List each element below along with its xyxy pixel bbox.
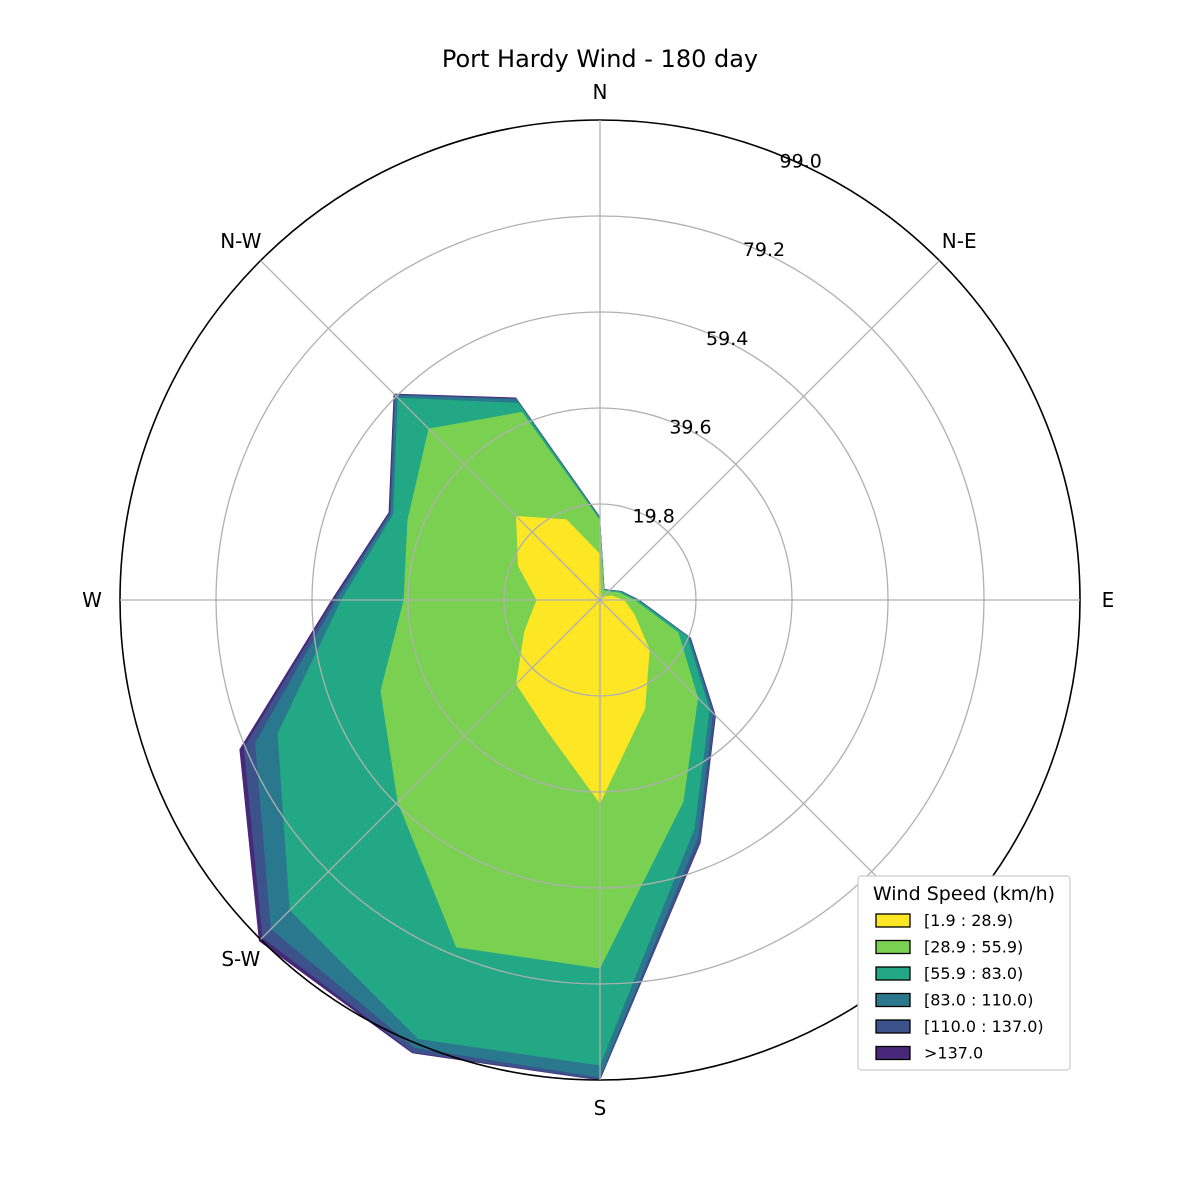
legend-swatch (875, 1019, 911, 1034)
direction-label: N (593, 80, 608, 104)
legend-swatch (875, 939, 911, 955)
legend-label: [110.0 : 137.0) (924, 1017, 1044, 1036)
legend-swatch (875, 913, 911, 928)
wind-rose-petals (239, 393, 716, 1081)
direction-label: W (82, 588, 102, 612)
grid-spoke (260, 599, 601, 940)
radial-tick-label: 59.4 (706, 328, 748, 350)
legend-label: [55.9 : 83.0) (924, 964, 1023, 983)
legend-box (857, 875, 1071, 1071)
legend-items: [1.9 : 28.9) [28.9 : 55.9) [55.9 : 83.0) [8… (875, 911, 1044, 1063)
petal-series-0 (516, 516, 650, 804)
direction-label: S (594, 1096, 607, 1120)
radial-tick-labels: 19.8 39.6 59.4 79.2 99.0 (633, 151, 822, 528)
legend-label: [28.9 : 55.9) (924, 938, 1023, 957)
grid-spoke (599, 260, 940, 601)
legend: Wind Speed (km/h) [1.9 : 28.9) [28.9 : 55… (857, 875, 1071, 1071)
legend-title: Wind Speed (km/h) (873, 883, 1055, 905)
direction-label: S-W (221, 947, 260, 971)
radial-tick-label: 79.2 (743, 239, 785, 261)
direction-label: N-W (220, 229, 261, 253)
radial-tick-label: 99.0 (780, 151, 822, 173)
legend-label: >137.0 (924, 1044, 983, 1063)
grid-spoke (260, 260, 601, 601)
legend-swatch (875, 992, 911, 1008)
radial-tick-label: 39.6 (669, 417, 711, 439)
direction-label: N-E (942, 229, 977, 253)
legend-label: [1.9 : 28.9) (924, 911, 1013, 930)
chart-title: Port Hardy Wind - 180 day (442, 45, 758, 73)
direction-label: E (1102, 588, 1115, 612)
legend-swatch (875, 1045, 911, 1061)
radial-tick-label: 19.8 (633, 505, 675, 527)
polar-grid (119, 119, 1081, 1081)
legend-label: [83.0 : 110.0) (924, 991, 1033, 1010)
legend-swatch (875, 966, 911, 981)
